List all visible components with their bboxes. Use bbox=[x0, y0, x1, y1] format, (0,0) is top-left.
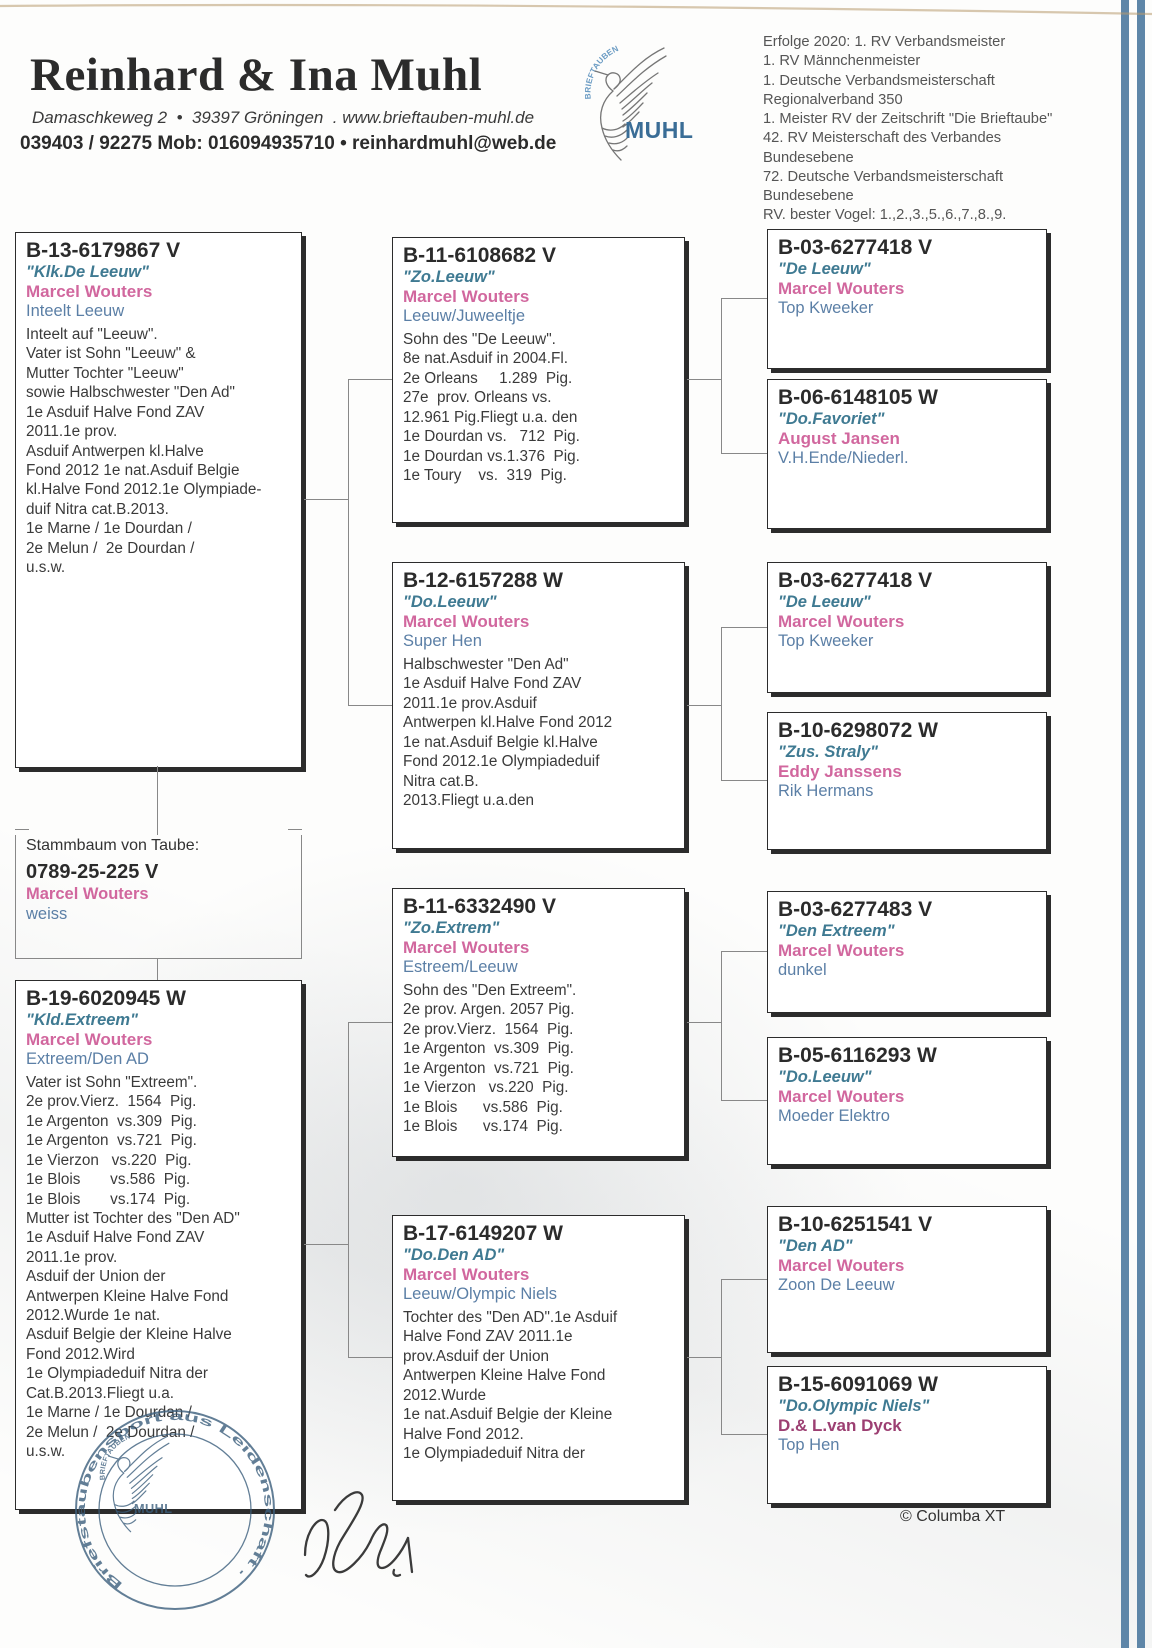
svg-text:MUHL: MUHL bbox=[134, 1501, 173, 1516]
svg-text:BRIEFTAUBEN: BRIEFTAUBEN bbox=[585, 44, 620, 99]
svg-text:MUHL: MUHL bbox=[625, 117, 693, 143]
svg-text:Briefstaubensport aus Leidensc: Briefstaubensport aus Leidenschaft . bbox=[74, 1409, 276, 1593]
